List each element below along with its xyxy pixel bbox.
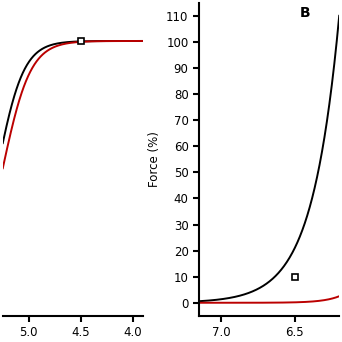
- Y-axis label: Force (%): Force (%): [148, 131, 161, 187]
- Text: B: B: [300, 6, 311, 20]
